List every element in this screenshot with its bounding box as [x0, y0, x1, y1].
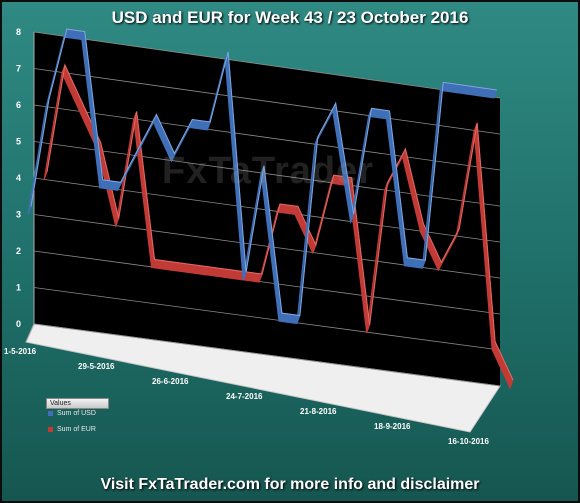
x-tick-label-29-5-2016: 29-5-2016 — [78, 362, 115, 371]
y-tick-label-7: 7 — [16, 64, 21, 74]
series-ribbons — [27, 28, 514, 390]
legend-title[interactable]: Values — [46, 398, 109, 409]
legend-label-eur: Sum of EUR — [57, 426, 96, 433]
x-tick-label-1-5-2016: 1-5-2016 — [4, 347, 37, 356]
y-tick-label-2: 2 — [16, 246, 21, 256]
y-tick-label-6: 6 — [16, 100, 21, 110]
y-tick-label-8: 8 — [16, 27, 21, 37]
legend-item-eur: Sum of EUR — [48, 425, 96, 435]
gridline-7 — [33, 68, 501, 135]
legend-swatch-usd — [48, 410, 53, 416]
series-usd — [27, 28, 498, 325]
x-tick-label-16-10-2016: 16-10-2016 — [448, 437, 489, 446]
x-tick-label-21-8-2016: 21-8-2016 — [300, 407, 337, 416]
watermark-text: FxTaTrader — [162, 150, 375, 192]
legend-label-usd: Sum of USD — [57, 410, 96, 417]
ribbon-highlight-eur — [46, 63, 514, 381]
x-axis-ticks: 1-5-2016 29-5-2016 26-6-2016 24-7-2016 21-8-… — [4, 347, 489, 446]
legend: Values Sum of USD Sum of EUR — [44, 398, 116, 440]
x-tick-label-26-6-2016: 26-6-2016 — [152, 377, 189, 386]
x-tick-label-18-9-2016: 18-9-2016 — [374, 422, 411, 431]
gridline-2 — [33, 250, 501, 315]
y-tick-label-3: 3 — [16, 210, 21, 220]
y-tick-label-4: 4 — [16, 173, 21, 183]
gridline-8 — [33, 31, 501, 99]
chart-title: USD and EUR for Week 43 / 23 October 201… — [111, 8, 469, 27]
gridline-6 — [33, 104, 501, 171]
y-tick-label-5: 5 — [16, 137, 21, 147]
y-tick-label-0: 0 — [16, 319, 21, 329]
legend-swatch-eur — [48, 426, 53, 432]
y-axis-ticks: 0 1 2 3 4 5 6 7 8 — [16, 27, 21, 329]
legend-item-usd: Sum of USD — [48, 409, 96, 419]
gridline-0 — [33, 323, 501, 387]
footer-link-text[interactable]: Visit FxTaTrader.com for more info and d… — [100, 476, 480, 493]
gridline-1 — [33, 287, 501, 351]
gridline-5 — [33, 141, 501, 207]
x-tick-label-24-7-2016: 24-7-2016 — [226, 392, 263, 401]
y-tick-label-1: 1 — [16, 283, 21, 293]
series-eur — [43, 63, 514, 390]
ribbon-highlight-usd — [30, 28, 498, 317]
